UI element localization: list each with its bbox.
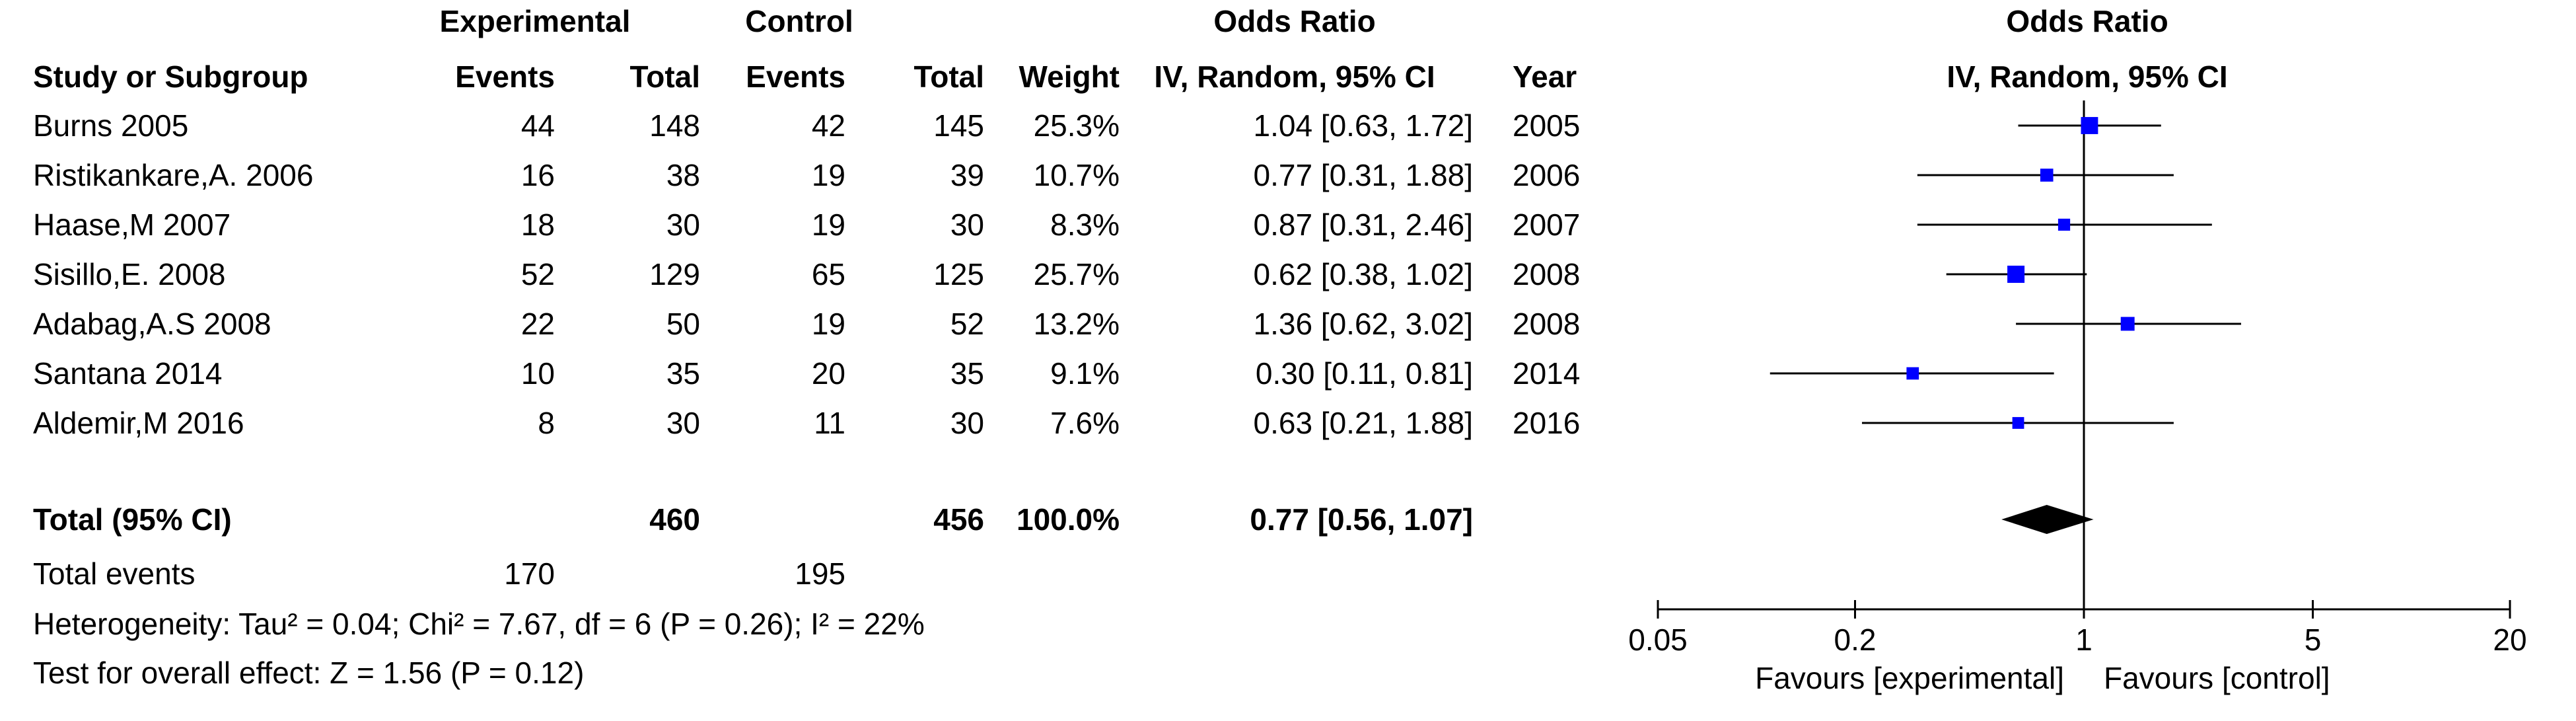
ctl-total: 52 [950, 307, 984, 341]
weight: 7.6% [1050, 406, 1120, 440]
year: 2008 [1513, 307, 1581, 341]
header-experimental: Experimental [439, 4, 631, 38]
ctl-total: 125 [933, 257, 984, 291]
odds-ratio-ci: 0.77 [0.31, 1.88] [1253, 158, 1474, 192]
x-tick-label: 5 [2305, 623, 2322, 657]
ctl-events: 19 [811, 307, 845, 341]
ctl-events: 11 [814, 406, 845, 440]
total-ctl-total: 456 [933, 502, 984, 537]
exp-total: 35 [666, 356, 700, 391]
point-estimate-marker [2007, 266, 2025, 283]
exp-events: 10 [520, 356, 555, 391]
exp-events: 16 [520, 158, 555, 192]
x-tick-label: 0.2 [1834, 623, 1877, 657]
study-name: Aldemir,M 2016 [33, 406, 244, 440]
exp-events: 8 [538, 406, 555, 440]
ctl-events: 19 [811, 208, 845, 242]
header-exp-events: Events [455, 59, 555, 94]
exp-total: 38 [666, 158, 700, 192]
odds-ratio-ci: 1.04 [0.63, 1.72] [1253, 108, 1474, 143]
ctl-total: 39 [950, 158, 984, 192]
study-name: Adabag,A.S 2008 [33, 307, 271, 341]
exp-events: 52 [520, 257, 555, 291]
x-tick-label: 20 [2493, 623, 2526, 657]
odds-ratio-ci: 0.87 [0.31, 2.46] [1253, 208, 1474, 242]
exp-events: 18 [520, 208, 555, 242]
weight: 8.3% [1050, 208, 1120, 242]
year: 2016 [1513, 406, 1581, 440]
study-name: Haase,M 2007 [33, 208, 231, 242]
point-estimate-marker [2120, 317, 2135, 331]
x-tick-label: 0.05 [1628, 623, 1688, 657]
x-tick-label: 1 [2075, 623, 2093, 657]
header-weight: Weight [1019, 59, 1120, 94]
header-ci: IV, Random, 95% CI [1154, 59, 1435, 94]
header-ctl-events: Events [746, 59, 845, 94]
exp-total: 50 [666, 307, 700, 341]
study-name: Ristikankare,A. 2006 [33, 158, 314, 192]
total-events-ctl: 195 [795, 556, 845, 591]
point-estimate-marker [2057, 218, 2071, 231]
overall-effect-text: Test for overall effect: Z = 1.56 (P = 0… [33, 656, 585, 690]
ctl-total: 145 [933, 108, 984, 143]
total-ci: 0.77 [0.56, 1.07] [1250, 502, 1473, 537]
point-estimate-marker [2081, 117, 2098, 134]
ctl-events: 20 [811, 356, 845, 391]
year: 2008 [1513, 257, 1581, 291]
total-events-label: Total events [33, 556, 196, 591]
ctl-total: 35 [950, 356, 984, 391]
exp-total: 30 [666, 208, 700, 242]
exp-total: 148 [649, 108, 700, 143]
point-estimate-marker [1906, 367, 1919, 380]
favours-experimental-label: Favours [experimental] [1755, 661, 2064, 695]
weight: 10.7% [1033, 158, 1120, 192]
total-exp-total: 460 [649, 502, 700, 537]
study-name: Sisillo,E. 2008 [33, 257, 226, 291]
exp-events: 22 [520, 307, 555, 341]
total-events-exp: 170 [504, 556, 555, 591]
year: 2014 [1513, 356, 1581, 391]
exp-events: 44 [520, 108, 555, 143]
weight: 9.1% [1050, 356, 1120, 391]
year: 2005 [1513, 108, 1581, 143]
plot-subtitle: IV, Random, 95% CI [1947, 59, 2228, 94]
weight: 25.7% [1033, 257, 1120, 291]
ctl-events: 65 [811, 257, 845, 291]
odds-ratio-ci: 1.36 [0.62, 3.02] [1253, 307, 1474, 341]
pooled-diamond [2001, 505, 2094, 534]
exp-total: 30 [666, 406, 700, 440]
ctl-events: 42 [811, 108, 845, 143]
year: 2006 [1513, 158, 1581, 192]
header-exp-total: Total [629, 59, 700, 94]
header-control: Control [745, 4, 853, 38]
study-name: Burns 2005 [33, 108, 189, 143]
odds-ratio-ci: 0.62 [0.38, 1.02] [1253, 257, 1474, 291]
exp-total: 129 [649, 257, 700, 291]
ctl-total: 30 [950, 208, 984, 242]
point-estimate-marker [2012, 417, 2024, 429]
ctl-total: 30 [950, 406, 984, 440]
heterogeneity-text: Heterogeneity: Tau² = 0.04; Chi² = 7.67,… [33, 607, 925, 641]
total-label: Total (95% CI) [33, 502, 232, 537]
study-name: Santana 2014 [33, 356, 223, 391]
point-estimate-marker [2040, 169, 2054, 182]
plot-title: Odds Ratio [2006, 4, 2168, 38]
weight: 13.2% [1033, 307, 1120, 341]
header-study: Study or Subgroup [33, 59, 308, 94]
odds-ratio-ci: 0.30 [0.11, 0.81] [1255, 356, 1473, 391]
odds-ratio-ci: 0.63 [0.21, 1.88] [1253, 406, 1474, 440]
ctl-events: 19 [811, 158, 845, 192]
weight: 25.3% [1033, 108, 1120, 143]
favours-control-label: Favours [control] [2104, 661, 2330, 695]
total-weight: 100.0% [1016, 502, 1120, 537]
year: 2007 [1513, 208, 1581, 242]
header-odds-ratio: Odds Ratio [1213, 4, 1376, 38]
header-year: Year [1513, 59, 1577, 94]
header-ctl-total: Total [913, 59, 984, 94]
